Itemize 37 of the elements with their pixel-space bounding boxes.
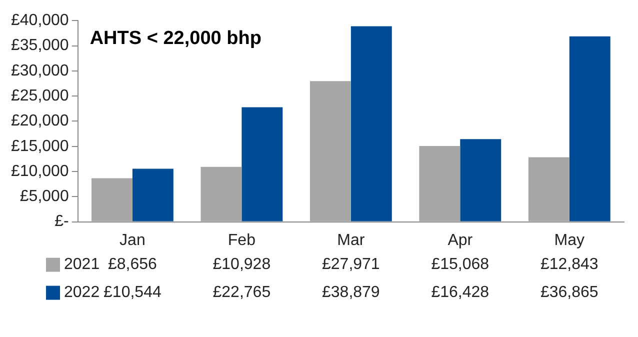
x-tick-label: May xyxy=(554,232,584,249)
data-label: £36,865 xyxy=(540,284,598,302)
data-label: £8,656 xyxy=(108,256,158,274)
data-label: £10,544 xyxy=(104,284,162,302)
data-label: £10,928 xyxy=(212,256,271,274)
data-label: £38,879 xyxy=(322,284,380,302)
y-tick-label: £10,000 xyxy=(10,162,69,180)
x-tick-label: Feb xyxy=(228,232,256,249)
x-tick-label: Apr xyxy=(448,232,474,249)
legend-label: 2022 xyxy=(64,284,100,302)
bar xyxy=(419,146,460,222)
y-tick-label: £- xyxy=(54,213,69,230)
data-label: £12,843 xyxy=(540,256,598,274)
bar xyxy=(242,107,283,222)
y-tick-label: £35,000 xyxy=(10,37,69,54)
data-label: £16,428 xyxy=(431,284,490,302)
data-label: £15,068 xyxy=(431,256,490,274)
data-label: £22,765 xyxy=(212,284,271,302)
legend-label: 2021 xyxy=(64,256,100,274)
x-tick-label: Mar xyxy=(337,232,366,249)
x-tick-label: Jan xyxy=(120,232,146,249)
y-tick-label: £40,000 xyxy=(10,12,69,30)
bar xyxy=(528,157,570,222)
bar xyxy=(132,168,174,222)
data-label: £27,971 xyxy=(322,256,380,274)
bar xyxy=(200,166,242,222)
y-tick-label: £5,000 xyxy=(20,188,69,206)
bar xyxy=(91,178,132,222)
y-tick-label: £15,000 xyxy=(10,138,69,155)
y-tick-label: £30,000 xyxy=(10,62,69,80)
bar xyxy=(569,36,610,222)
y-tick-label: £25,000 xyxy=(10,87,69,104)
bar xyxy=(350,26,392,222)
bar xyxy=(310,81,351,222)
bar xyxy=(460,139,502,222)
chart-title: AHTS < 22,000 bhp xyxy=(90,28,262,49)
y-tick-label: £20,000 xyxy=(10,112,69,130)
